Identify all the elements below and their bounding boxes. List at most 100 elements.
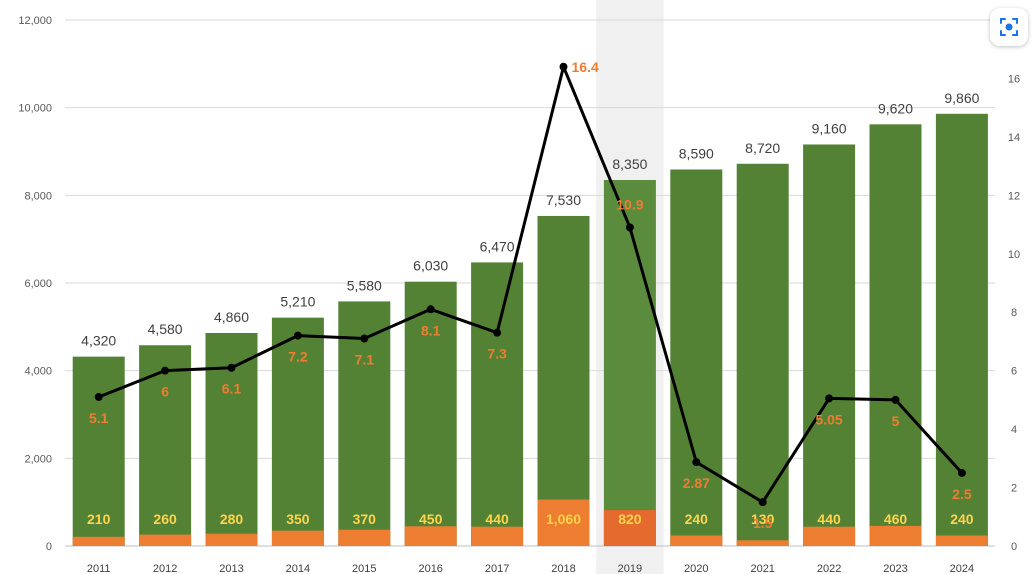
bar-total (72, 356, 125, 546)
x-category-label: 2021 (750, 563, 774, 574)
bar-sub (271, 530, 324, 546)
visual-search-icon (1000, 18, 1018, 36)
visual-search-button[interactable] (990, 8, 1028, 46)
line-value-label: 7.2 (288, 349, 308, 365)
bars (72, 113, 988, 547)
sub-value-label: 440 (817, 511, 841, 527)
bar-sub (139, 534, 192, 546)
sub-value-label: 820 (618, 511, 642, 527)
total-value-label: 8,720 (745, 140, 780, 156)
total-value-label: 8,590 (679, 145, 714, 161)
x-category-label: 2019 (618, 563, 642, 574)
line-point (94, 392, 103, 401)
line-series (94, 62, 966, 507)
line-point (625, 223, 634, 232)
x-category-label: 2011 (87, 563, 111, 574)
total-value-label: 8,350 (612, 156, 647, 172)
x-category-label: 2014 (286, 563, 310, 574)
line-value-label: 10.9 (616, 196, 643, 212)
left-tick-label: 6,000 (24, 278, 52, 290)
x-category-label: 2016 (418, 563, 442, 574)
total-value-label: 6,470 (480, 238, 515, 254)
x-category-label: 2013 (219, 563, 243, 574)
right-tick-label: 2 (1011, 483, 1017, 495)
bar-sub (338, 529, 391, 546)
right-tick-label: 10 (1008, 249, 1020, 261)
line-point (891, 395, 900, 404)
line-point (360, 334, 369, 343)
bar-sub (869, 525, 922, 546)
total-value-label: 9,860 (944, 90, 979, 106)
line-point (957, 468, 966, 477)
total-value-label: 7,530 (546, 192, 581, 208)
right-tick-label: 14 (1008, 132, 1020, 144)
line-value-label: 5 (892, 413, 900, 429)
bar-sub (670, 535, 723, 546)
x-category-label: 2022 (817, 563, 841, 574)
line-value-label: 2.5 (952, 486, 972, 502)
bar-sub (603, 510, 656, 546)
line-value-label: 6.1 (222, 381, 242, 397)
bar-total (736, 163, 789, 547)
left-tick-label: 0 (46, 541, 52, 553)
bar-total (803, 144, 856, 546)
line-value-label: 8.1 (421, 322, 441, 338)
right-tick-label: 8 (1011, 307, 1017, 319)
x-category-label: 2015 (352, 563, 376, 574)
right-tick-label: 16 (1008, 73, 1020, 85)
gridlines (65, 0, 995, 574)
left-axis-ticks: 0 2,000 4,000 6,000 8,000 10,000 12,000 (18, 15, 52, 553)
bar-sub (935, 535, 988, 546)
left-tick-label: 8,000 (24, 190, 52, 202)
line-point (293, 331, 302, 340)
line-point (559, 62, 568, 71)
bar-sub (537, 499, 590, 546)
bar-sub (471, 526, 524, 546)
bar-sub (803, 526, 856, 546)
right-axis-ticks: 0 2 4 6 8 10 12 14 16 (1008, 73, 1020, 553)
total-value-label: 4,320 (81, 333, 116, 349)
line-value-label: 5.05 (815, 411, 842, 427)
x-category-label: 2017 (485, 563, 509, 574)
total-value-label: 5,580 (347, 277, 382, 293)
line-value-label: 5.1 (89, 410, 109, 426)
line-path (98, 65, 964, 504)
bar-sub (736, 540, 789, 546)
line-point (161, 366, 170, 375)
total-value-label: 4,860 (214, 309, 249, 325)
bar-total (670, 169, 723, 546)
right-tick-label: 4 (1011, 424, 1017, 436)
sub-value-label: 1,060 (546, 511, 581, 527)
sub-value-label: 450 (419, 511, 443, 527)
left-tick-label: 12,000 (18, 15, 52, 27)
total-value-label: 5,210 (280, 294, 315, 310)
x-category-label: 2018 (551, 563, 575, 574)
x-category-label: 2023 (883, 563, 907, 574)
line-value-label: 7.3 (487, 346, 507, 362)
sub-value-label: 460 (884, 511, 908, 527)
line-value-label: 16.4 (572, 59, 599, 75)
total-value-label: 4,580 (148, 321, 183, 337)
x-category-label: 2012 (153, 563, 177, 574)
line-point (825, 394, 834, 403)
right-tick-label: 12 (1008, 190, 1020, 202)
sub-value-label: 210 (87, 511, 111, 527)
left-tick-label: 10,000 (18, 103, 52, 115)
line-value-label: 6 (161, 384, 169, 400)
x-category-label: 2020 (684, 563, 708, 574)
line-point (493, 328, 502, 337)
sub-value-label: 260 (153, 511, 177, 527)
x-axis-labels: 2011 2012 2013 2014 2015 2016 2017 2018 2019 2020… (87, 563, 974, 574)
left-tick-label: 2,000 (24, 453, 52, 465)
total-value-label: 9,620 (878, 100, 913, 116)
right-tick-label: 6 (1011, 366, 1017, 378)
sub-value-label: 240 (950, 511, 974, 527)
total-value-label: 6,030 (413, 258, 448, 274)
line-point (227, 363, 236, 372)
sub-value-label: 440 (485, 511, 509, 527)
sub-value-label: 370 (353, 511, 377, 527)
line-point (692, 458, 701, 467)
x-category-label: 2024 (950, 563, 974, 574)
bar-total (935, 113, 988, 546)
